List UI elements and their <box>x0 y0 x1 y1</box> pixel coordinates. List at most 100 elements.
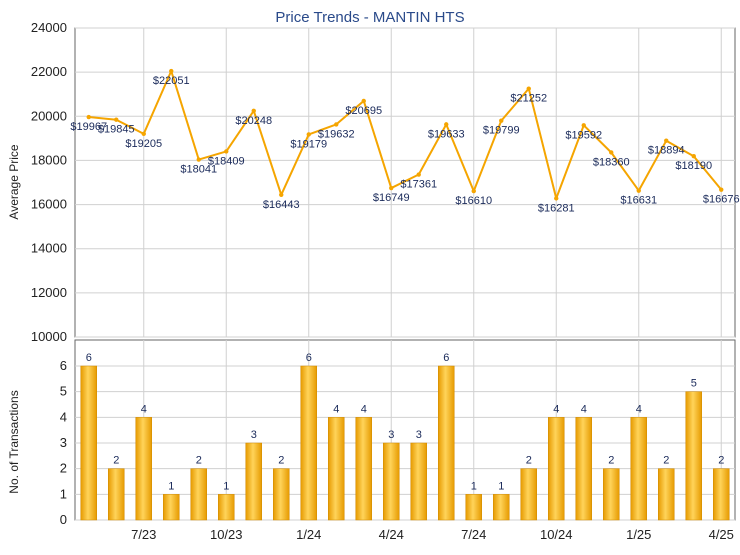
price-point <box>416 172 421 177</box>
price-point-label: $19799 <box>483 125 520 137</box>
price-point-label: $18041 <box>180 164 217 176</box>
x-tick-label: 10/23 <box>210 527 243 542</box>
price-point-label: $16610 <box>455 195 492 207</box>
transactions-plot-frame <box>74 339 736 521</box>
price-point-label: $19632 <box>318 128 355 140</box>
transactions-bar <box>493 494 510 521</box>
price-point-label: $16676 <box>703 194 740 206</box>
transactions-bar <box>108 468 125 521</box>
price-y-tick-label: 18000 <box>31 152 67 167</box>
transactions-y-tick-label: 0 <box>60 512 67 527</box>
transactions-bar-label: 3 <box>416 429 422 441</box>
transactions-bar <box>603 468 620 521</box>
price-point <box>141 131 146 137</box>
transactions-bar <box>163 494 180 521</box>
price-point <box>691 154 696 159</box>
transactions-bar-label: 2 <box>278 455 284 467</box>
transactions-bar <box>355 417 372 521</box>
price-series-line <box>88 70 723 200</box>
price-point <box>114 117 119 122</box>
transactions-bar-label: 4 <box>581 403 587 415</box>
transactions-bar-label: 1 <box>498 480 504 492</box>
price-point-label: $16749 <box>373 192 410 204</box>
transactions-bar <box>658 468 675 521</box>
price-point-label: $19633 <box>428 128 465 140</box>
transactions-bar <box>218 494 235 521</box>
transactions-bar-label: 2 <box>196 455 202 467</box>
price-point <box>334 122 339 127</box>
x-tick-label: 10/24 <box>540 527 573 542</box>
price-point <box>719 187 724 192</box>
price-point <box>361 98 366 104</box>
price-point-label: $16631 <box>620 195 657 207</box>
x-tick-label: 4/25 <box>709 527 734 542</box>
price-point <box>444 122 449 127</box>
transactions-bar <box>190 468 207 521</box>
price-point <box>664 138 669 143</box>
transactions-bar-label: 6 <box>306 352 312 364</box>
transactions-bar-label: 4 <box>553 403 559 415</box>
price-y-tick-label: 10000 <box>31 329 67 344</box>
price-y-tick-label: 22000 <box>31 64 67 79</box>
price-point <box>306 132 311 137</box>
price-point <box>609 150 614 155</box>
price-point <box>389 185 394 191</box>
price-point <box>636 188 641 193</box>
price-line-panel: 10000 12000 14000 16000 18000 20000 22000 24000… <box>31 20 740 344</box>
transactions-bar <box>465 494 482 521</box>
transactions-y-tick-label: 2 <box>60 461 67 476</box>
price-point-label: $18360 <box>593 156 630 168</box>
price-point <box>526 86 531 91</box>
transactions-bar-label: 3 <box>251 429 257 441</box>
x-tick-label: 4/24 <box>379 527 404 542</box>
transactions-bar-label: 2 <box>608 455 614 467</box>
x-tick-label: 7/24 <box>461 527 486 542</box>
x-tick-label: 1/25 <box>626 527 651 542</box>
price-point-label: $18894 <box>648 145 685 157</box>
price-point <box>581 123 586 128</box>
price-point-label: $19179 <box>290 138 327 150</box>
transactions-bar <box>383 442 400 521</box>
transactions-bar <box>575 417 592 521</box>
transactions-bar-label: 4 <box>361 403 367 415</box>
x-tick-label: 1/24 <box>296 527 321 542</box>
transactions-bar-label: 1 <box>471 480 477 492</box>
transactions-bar <box>245 442 262 521</box>
transactions-bar-label: 6 <box>86 352 92 364</box>
transactions-y-tick-label: 6 <box>60 358 67 373</box>
price-point-label: $22051 <box>153 75 190 87</box>
price-point <box>471 188 476 194</box>
price-point <box>279 192 284 197</box>
transactions-bar <box>135 417 152 521</box>
price-point <box>86 114 91 120</box>
price-point-label: $16281 <box>538 202 575 214</box>
price-y-tick-label: 16000 <box>31 197 67 212</box>
transactions-bar-label: 2 <box>718 455 724 467</box>
transactions-y-tick-label: 1 <box>60 486 67 501</box>
transactions-y-axis-label: No. of Transactions <box>7 390 21 493</box>
transactions-bar-label: 2 <box>663 455 669 467</box>
price-y-tick-label: 14000 <box>31 241 67 256</box>
transactions-y-tick-label: 5 <box>60 384 67 399</box>
x-tick-label: 7/23 <box>131 527 156 542</box>
price-y-tick-label: 24000 <box>31 20 67 35</box>
transactions-bar <box>273 468 290 521</box>
price-y-axis-label: Average Price <box>7 144 21 219</box>
price-point-label: $21252 <box>510 93 547 105</box>
price-point-label: $16443 <box>263 199 300 211</box>
price-point-label: $19967 <box>70 121 107 133</box>
price-point <box>251 108 256 114</box>
transactions-y-tick-label: 4 <box>60 409 67 424</box>
price-point-label: $18190 <box>675 160 712 172</box>
price-point-label: $19205 <box>125 138 162 150</box>
price-point-label: $20695 <box>345 105 382 117</box>
price-point <box>169 68 174 74</box>
transactions-bar <box>80 365 97 521</box>
transactions-bar-label: 4 <box>141 403 147 415</box>
price-point <box>196 157 201 162</box>
transactions-bar-label: 6 <box>443 352 449 364</box>
price-point-label: $19845 <box>98 124 135 136</box>
transactions-bar-label: 3 <box>388 429 394 441</box>
